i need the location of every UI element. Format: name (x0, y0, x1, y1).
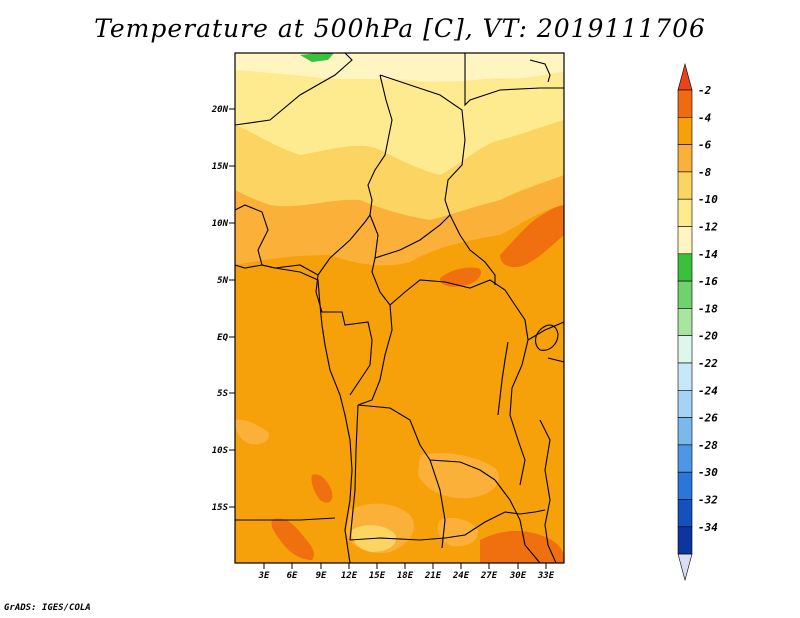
lon-label: 9E (316, 571, 327, 581)
lon-label: 3E (258, 571, 270, 581)
band-minus6-south2 (418, 453, 499, 499)
colorbar-label: -34 (698, 521, 718, 534)
colorbar-label: -16 (698, 275, 718, 288)
lon-label: 18E (397, 571, 414, 581)
colorbar-swatch (677, 362, 693, 391)
lon-label: 24E (452, 571, 470, 581)
band-minus10-north (235, 53, 564, 175)
colorbar-swatch (677, 226, 693, 255)
colorbar-swatch (677, 253, 693, 282)
band-minus2-sw1 (271, 518, 315, 560)
colorbar-swatch (677, 198, 693, 227)
colorbar-bottom-arrow (677, 553, 693, 582)
colorbar-label: -24 (698, 384, 718, 397)
colorbar-swatch (677, 471, 693, 500)
band-minus6-south3 (437, 518, 479, 547)
lat-label: 5N (217, 276, 228, 286)
lon-label: 12E (341, 571, 358, 581)
colorbar-label: -2 (698, 84, 712, 97)
map-frame (234, 52, 565, 564)
colorbar-swatch (677, 389, 693, 418)
lon-label: 6E (287, 571, 298, 581)
lon-label: 30E (509, 571, 527, 581)
colorbar-label: -30 (698, 466, 718, 479)
chart-title: Temperature at 500hPa [C], VT: 201911170… (94, 14, 706, 43)
lat-label: 15N (212, 162, 229, 172)
colorbar-swatch (677, 417, 693, 446)
colorbar-swatch (677, 89, 693, 118)
colorbar-label: -8 (698, 166, 712, 179)
colorbar-swatch (677, 499, 693, 528)
colorbar-swatch (677, 171, 693, 200)
lon-label: 27E (480, 571, 498, 581)
colorbar-label: -28 (698, 439, 718, 452)
band-minus2-se (480, 530, 564, 563)
band-minus6-west (235, 419, 269, 445)
colorbar-label: -6 (698, 139, 712, 152)
colorbar-swatch (677, 280, 693, 309)
lat-label: EQ (217, 333, 228, 343)
colorbar-top-arrow (677, 62, 693, 91)
band-minus2-sw2 (311, 474, 333, 503)
temperature-field (235, 53, 564, 563)
lat-label: 10S (212, 446, 229, 456)
lon-label: 15E (369, 571, 386, 581)
lat-label: 15S (212, 503, 229, 513)
lat-label: 5S (217, 389, 228, 399)
colorbar-label: -14 (698, 248, 718, 261)
band-minus2-east (500, 205, 564, 268)
band-minus14-patch (300, 53, 334, 62)
colorbar-legend: -2 -4 -6 -8 -10 -12 -14 -16 -18 -20 -22 -24 -26 -28 -3… (677, 62, 718, 582)
colorbar-swatch (677, 526, 693, 555)
colorbar-swatch (677, 335, 693, 364)
colorbar-swatch (677, 444, 693, 473)
lat-label: 10N (212, 219, 229, 229)
credit-text: GrADS: IGES/COLA (4, 603, 91, 613)
colorbar-swatch (677, 144, 693, 173)
colorbar-label: -22 (698, 357, 718, 370)
colorbar-swatch (677, 308, 693, 336)
colorbar-label: -4 (698, 111, 712, 124)
colorbar-label: -10 (698, 193, 718, 206)
band-minus2-central (440, 267, 482, 287)
colorbar-label: -32 (698, 494, 718, 507)
coastline (235, 59, 559, 563)
lon-label: 33E (537, 571, 555, 581)
colorbar-swatch (677, 117, 693, 145)
colorbar-label: -12 (698, 221, 718, 234)
longitude-axis: 3E 6E 9E 12E 15E 18E 21E 24E 27E 30E 33E (258, 563, 555, 581)
colorbar-label: -26 (698, 412, 718, 425)
country-borders (235, 53, 564, 563)
colorbar-label: -20 (698, 330, 718, 343)
colorbar-label: -18 (698, 302, 718, 315)
lon-label: 21E (424, 571, 442, 581)
lat-label: 20N (211, 105, 229, 115)
latitude-axis: 20N 15N 10N 5N EQ 5S 10S 15S (211, 105, 235, 513)
